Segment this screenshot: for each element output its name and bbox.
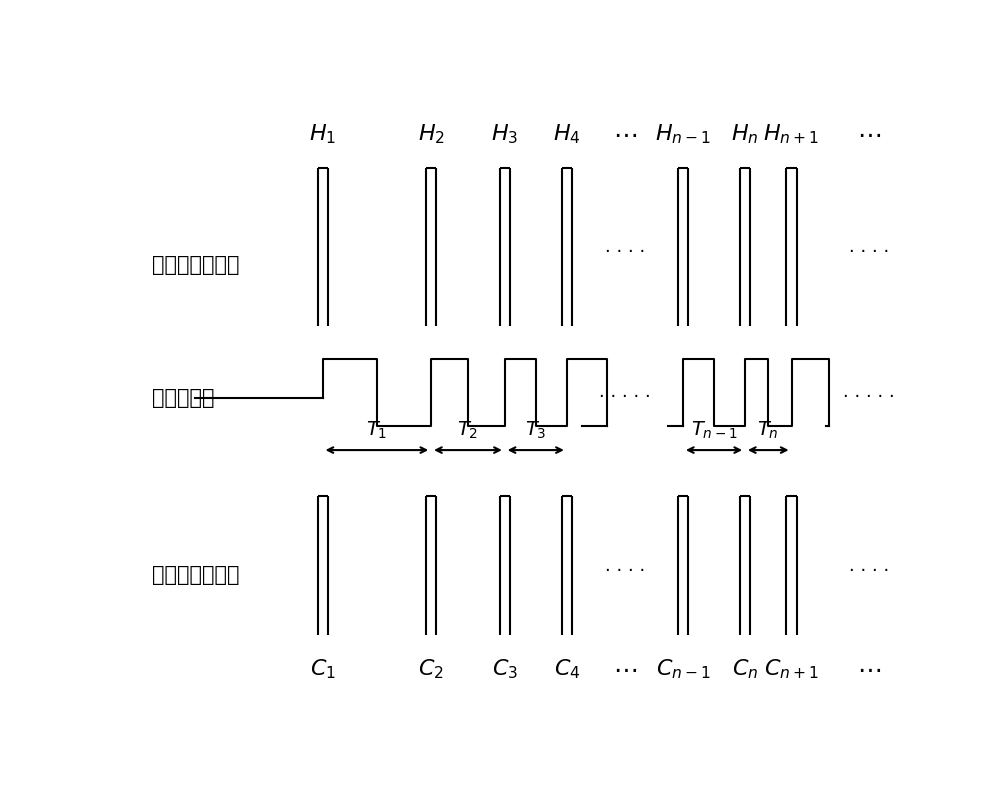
Text: $C_3$: $C_3$: [492, 657, 518, 681]
Text: $\cdots$: $\cdots$: [857, 122, 881, 146]
Text: $\cdots$: $\cdots$: [613, 122, 637, 146]
Text: . . . . .: . . . . .: [599, 383, 651, 402]
Text: $T_1$: $T_1$: [366, 420, 388, 441]
Text: 高度图触发采集: 高度图触发采集: [152, 255, 240, 275]
Text: $C_4$: $C_4$: [554, 657, 580, 681]
Text: $\cdots$: $\cdots$: [613, 656, 637, 681]
Text: $H_n$: $H_n$: [731, 122, 759, 146]
Text: . . . .: . . . .: [849, 556, 889, 574]
Text: $\cdots$: $\cdots$: [857, 656, 881, 681]
Text: $C_n$: $C_n$: [732, 657, 758, 681]
Text: $C_{n-1}$: $C_{n-1}$: [656, 657, 710, 681]
Text: . . . . .: . . . . .: [843, 383, 895, 402]
Text: $H_4$: $H_4$: [553, 122, 581, 146]
Text: $H_3$: $H_3$: [491, 122, 518, 146]
Text: 编码器脉冲: 编码器脉冲: [152, 388, 215, 409]
Text: $T_3$: $T_3$: [525, 420, 546, 441]
Text: . . . .: . . . .: [605, 237, 645, 256]
Text: $T_{n-1}$: $T_{n-1}$: [691, 420, 737, 441]
Text: 彩色图触发采集: 彩色图触发采集: [152, 565, 240, 585]
Text: . . . .: . . . .: [605, 556, 645, 574]
Text: $T_n$: $T_n$: [757, 420, 779, 441]
Text: $H_1$: $H_1$: [309, 122, 336, 146]
Text: $H_{n+1}$: $H_{n+1}$: [763, 122, 820, 146]
Text: $C_1$: $C_1$: [310, 657, 336, 681]
Text: . . . .: . . . .: [849, 237, 889, 256]
Text: $T_2$: $T_2$: [457, 420, 479, 441]
Text: $C_{n+1}$: $C_{n+1}$: [764, 657, 819, 681]
Text: $C_2$: $C_2$: [418, 657, 444, 681]
Text: $H_{n-1}$: $H_{n-1}$: [655, 122, 711, 146]
Text: $H_2$: $H_2$: [418, 122, 445, 146]
